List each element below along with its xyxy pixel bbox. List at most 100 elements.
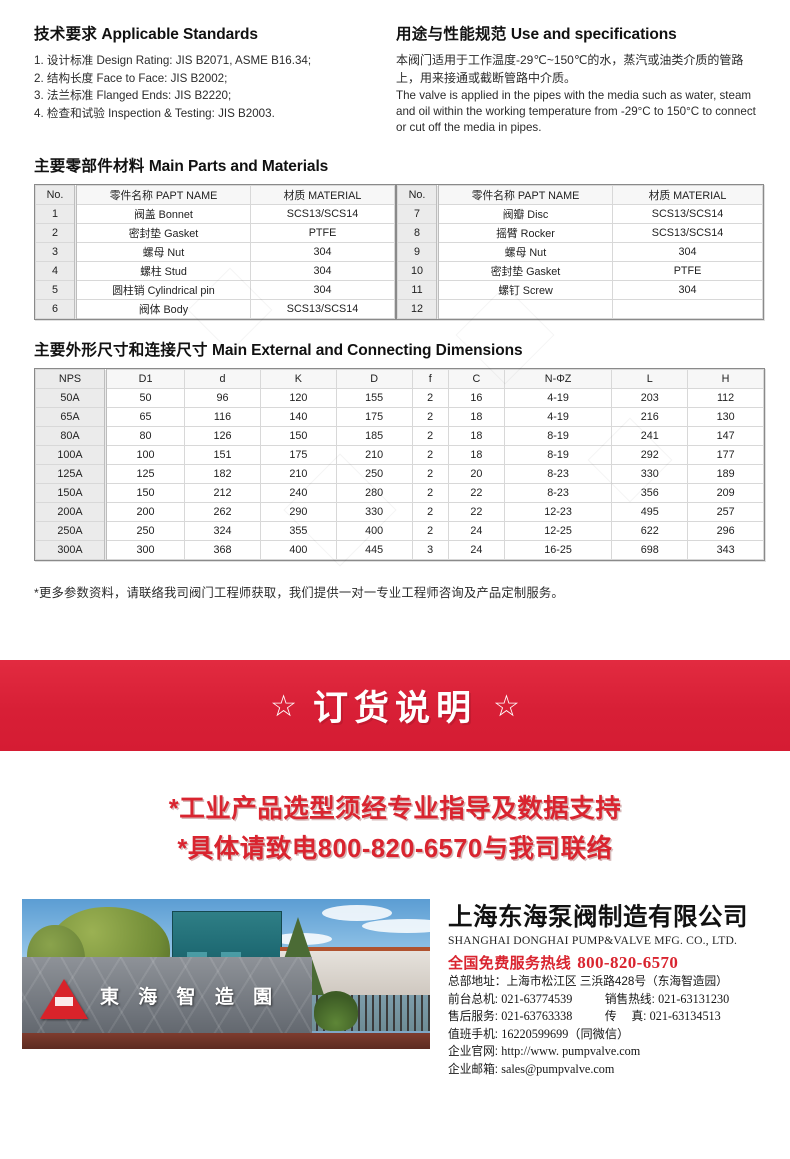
service-value: 021-63763338 [501,1009,573,1023]
palm-shrub [314,991,358,1031]
cell-f: 2 [411,483,449,503]
cell-nps: 65A [35,407,107,427]
table-header-row: No. 零件名称 PAPT NAME 材质 MATERIAL [35,185,395,205]
website-value[interactable]: http://www. pumpvalve.com [501,1044,641,1058]
parts-title-cn: 主要零部件材料 [34,158,145,175]
cell-part-name: 螺钉 Screw [437,280,613,300]
dimensions-table: NPS D1 d K D f C N-ΦZ L H 50A 50 [35,369,764,560]
email-line: 企业邮箱: sales@pumpvalve.com [448,1061,772,1079]
cell-no: 3 [35,242,77,262]
donghai-triangle-logo-icon [40,979,88,1019]
cell-f: 2 [411,521,449,541]
star-icon: ☆ [493,689,520,723]
cell-f: 2 [411,502,449,522]
cell-d: 400 [335,521,413,541]
cell-nphiz: 8-19 [503,426,613,446]
mobile-label: 值班手机: [448,1027,498,1041]
cell-nphiz: 4-19 [503,407,613,427]
cell-d-lower: 212 [184,483,261,503]
cell-material: 304 [250,242,395,262]
headline-line-2: *具体请致电800-820-6570与我司联络 [177,835,613,863]
cell-c: 18 [447,426,505,446]
cell-material: 304 [612,242,763,262]
cell-h: 209 [687,483,764,503]
cell-part-name: 摇臂 Rocker [437,223,613,243]
cell-h: 177 [687,445,764,465]
cell-nphiz: 16-25 [503,540,613,560]
cell-l: 241 [611,426,689,446]
cell-nps: 125A [35,464,107,484]
cell-material: 304 [612,280,763,300]
table-header-row: No. 零件名称 PAPT NAME 材质 MATERIAL [397,185,763,205]
table-row: 100A 100 151 175 210 2 18 8-19 292 177 [35,445,764,465]
cell-k: 400 [259,540,337,560]
col-header-nps: NPS [35,369,107,389]
company-name-cn: 上海东海泵阀制造有限公司 [448,904,748,931]
phone-line-2: 售后服务: 021-63763338 传 真: 021-63134513 [448,1008,772,1026]
cell-no: 4 [35,261,77,281]
factory-entrance-photo: 東 海 智 造 園 [22,899,430,1049]
sales-label: 销售热线: [604,992,655,1006]
col-header-part-name: 零件名称 PAPT NAME [75,185,251,205]
table-row: 125A 125 182 210 250 2 20 8-23 330 189 [35,464,764,484]
col-header-no: No. [397,185,439,205]
cell-k: 240 [259,483,337,503]
cell-f: 2 [411,445,449,465]
company-name-en: SHANGHAI DONGHAI PUMP&VALVE MFG. CO., LT… [448,934,738,947]
usage-text-cn: 本阀门适用于工作温度-29℃~150℃的水，蒸汽或油类介质的管路上，用来接通或截… [396,53,744,85]
cell-d-lower: 182 [184,464,261,484]
table-row: 4 螺柱 Stud 304 [35,261,395,281]
website-label: 企业官网: [448,1045,498,1058]
cell-material: 304 [250,261,395,281]
fax-label: 传 真: [604,1010,647,1023]
dimensions-title-cn: 主要外形尺寸和连接尺寸 [34,342,208,359]
cell-d1: 200 [104,502,186,522]
footnote: *更多参数资料，请联络我司阀门工程师获取，我们提供一对一专业工程师咨询及产品定制… [34,586,564,600]
cell-f: 2 [411,464,449,484]
cell-d1: 100 [104,445,186,465]
table-row: 12 [397,299,763,319]
col-header-part-name: 零件名称 PAPT NAME [437,185,613,205]
cell-part-name: 阀体 Body [75,299,251,319]
table-row: 1 阀盖 Bonnet SCS13/SCS14 [35,204,395,224]
intro-columns: 技术要求 Applicable Standards 1. 设计标准 Design… [34,22,764,136]
website-line: 企业官网: http://www. pumpvalve.com [448,1043,772,1061]
col-header-h: H [687,369,764,389]
col-header-material: 材质 MATERIAL [250,185,395,205]
table-row: 250A 250 324 355 400 2 24 12-25 622 296 [35,521,764,541]
list-item: 2. 结构长度 Face to Face: JIS B2002; [34,71,228,85]
footer: 東 海 智 造 園 上海东海泵阀制造有限公司 SHANGHAI DONGHAI … [0,899,790,1078]
cell-k: 120 [259,388,337,408]
cell-h: 343 [687,540,764,560]
cell-d-lower: 262 [184,502,261,522]
col-header-d: D [335,369,413,389]
cell-nps: 50A [35,388,107,408]
col-header-f: f [411,369,449,389]
mobile-value: 16220599699（同微信） [501,1026,630,1041]
cell-part-name: 螺母 Nut [437,242,613,262]
usage-text-en: The valve is applied in the pipes with t… [396,89,756,134]
col-header-d-lower: d [184,369,261,389]
cell-d: 330 [335,502,413,522]
parts-section: 主要零部件材料 Main Parts and Materials No. 零件名… [34,154,764,320]
list-item: 3. 法兰标准 Flanged Ends: JIS B2220; [34,89,232,102]
cell-c: 20 [447,464,505,484]
cell-h: 296 [687,521,764,541]
cell-h: 147 [687,426,764,446]
table-row: 10 密封垫 Gasket PTFE [397,261,763,281]
cell-nps: 200A [35,502,107,522]
cell-l: 330 [611,464,689,484]
email-value[interactable]: sales@pumpvalve.com [501,1061,615,1076]
star-icon: ☆ [270,689,297,723]
cell-no: 10 [397,261,439,281]
standards-title-cn: 技术要求 [34,26,98,43]
cell-c: 22 [447,483,505,503]
cell-no: 12 [397,299,439,319]
cell-d: 280 [335,483,413,503]
cell-d1: 150 [104,483,186,503]
table-row: 300A 300 368 400 445 3 24 16-25 698 343 [35,540,764,560]
cell-c: 22 [447,502,505,522]
standards-title-en: Applicable Standards [101,26,258,43]
cell-material: SCS13/SCS14 [250,204,395,224]
cell-d-lower: 126 [184,426,261,446]
